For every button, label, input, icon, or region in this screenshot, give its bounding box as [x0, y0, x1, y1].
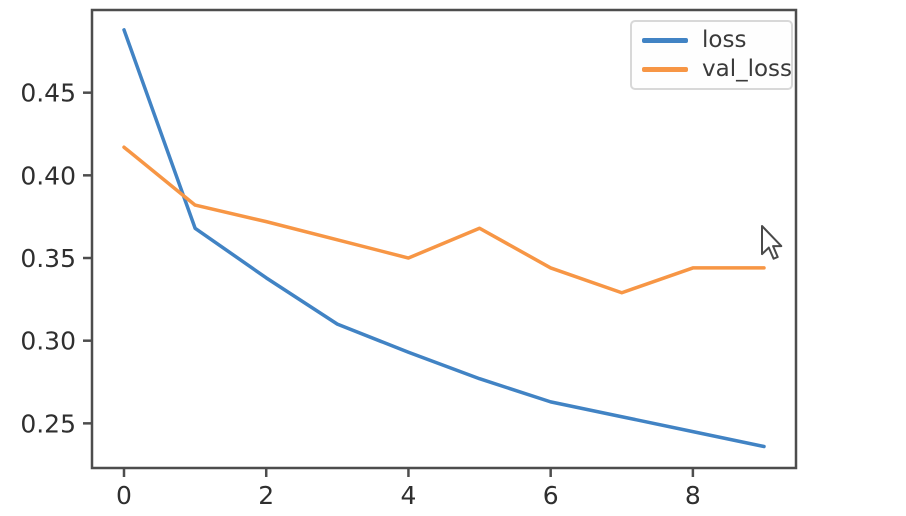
x-tick-label: 6	[543, 481, 559, 510]
loss-line	[122, 28, 766, 449]
x-tick-label: 2	[258, 481, 274, 510]
y-tick-label: 0.45	[20, 79, 76, 108]
x-tick-label: 8	[685, 481, 701, 510]
y-tick-label: 0.40	[20, 161, 76, 190]
chart-legend: loss val_loss	[630, 20, 793, 90]
y-tick-label: 0.35	[20, 244, 76, 273]
y-tick-label: 0.25	[20, 409, 76, 438]
loss-line-swatch	[642, 38, 688, 44]
x-tick-label: 0	[116, 481, 132, 510]
x-tick-label: 4	[400, 481, 416, 510]
legend-item-val-loss: val_loss	[642, 57, 792, 81]
legend-label-val-loss: val_loss	[702, 55, 793, 82]
legend-label-loss: loss	[702, 27, 747, 54]
val-loss-line-swatch	[642, 66, 688, 72]
plot-frame	[90, 8, 798, 470]
y-tick-label: 0.30	[20, 327, 76, 356]
legend-item-loss: loss	[642, 29, 783, 52]
val_loss-line	[122, 145, 766, 295]
mouse-cursor-icon	[761, 225, 783, 260]
